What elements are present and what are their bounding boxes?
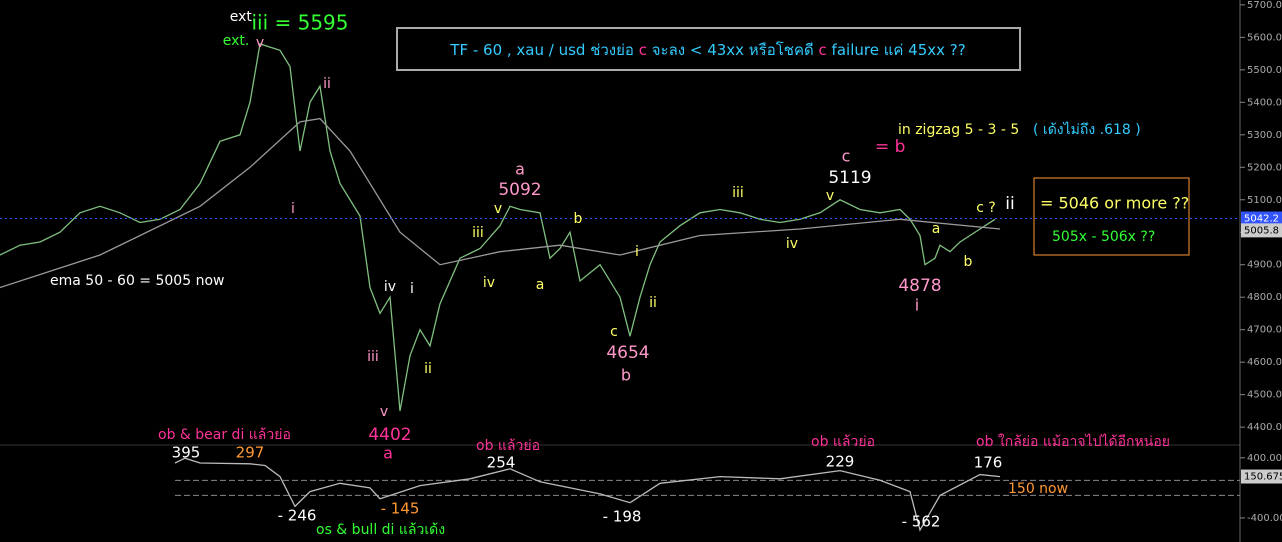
y-tick-label: 4700.0 — [1247, 325, 1282, 336]
annotation: ext. — [230, 9, 257, 25]
annotation: c — [610, 324, 618, 340]
annotation: ii — [649, 295, 657, 311]
annotation: c — [842, 147, 851, 166]
annotation: b — [964, 254, 973, 270]
annotation: - 198 — [603, 508, 642, 526]
annotation: 4878 — [898, 276, 941, 296]
annotation: os & bull di แล้วเด้ง — [316, 522, 445, 538]
annotation: 5119 — [828, 168, 871, 188]
annotation: ii — [323, 76, 331, 92]
annotation: 150 now — [1008, 481, 1068, 497]
annotation: b — [574, 211, 583, 227]
price-label: 150.675 — [1244, 472, 1282, 483]
annotation: ii — [1005, 194, 1014, 214]
y-tick-label: 5400.0 — [1247, 97, 1282, 108]
y-tick-label: 5300.0 — [1247, 130, 1282, 141]
annotation: 4402 — [368, 425, 411, 445]
annotation: ob & bear di แล้วย่อ — [158, 427, 291, 443]
annotation: i — [915, 296, 919, 315]
annotation: ob แล้วย่อ — [476, 438, 540, 454]
price-label: 5042.2 — [1244, 214, 1279, 225]
annotation: c ? — [976, 200, 996, 216]
annotation: iii — [472, 225, 484, 241]
price-label-box — [1241, 223, 1282, 238]
annotation: iv — [483, 275, 495, 291]
annotation: iii = 5595 — [251, 11, 348, 35]
title-part: จะลง < 43xx หรือโชคดี — [647, 41, 819, 59]
annotation: ii — [424, 361, 432, 377]
annotation: iv — [786, 236, 798, 252]
annotation: - 145 — [381, 500, 420, 518]
annotation: iv — [384, 279, 396, 295]
annotation: v — [494, 201, 502, 217]
series-line — [0, 43, 996, 412]
annotation: ext. — [223, 33, 250, 49]
annotation: 297 — [236, 444, 265, 462]
price-label: 5005.8 — [1244, 225, 1279, 236]
price-label-box — [1241, 469, 1282, 484]
annotation: a — [536, 277, 545, 293]
target-box — [1033, 177, 1190, 256]
annotation: in zigzag 5 - 3 - 5 — [898, 122, 1019, 138]
y-tick-label: 5200.0 — [1247, 162, 1282, 173]
annotation: v — [380, 404, 388, 420]
annotation: 505x - 506x ?? — [1052, 229, 1155, 245]
annotation: b — [621, 366, 631, 385]
annotation: - 562 — [902, 513, 941, 531]
annotation: i — [291, 201, 295, 217]
annotation: 176 — [974, 454, 1003, 472]
y-tick-label: -400.00 — [1247, 513, 1282, 524]
annotation: a — [383, 444, 393, 463]
title-part: TF - 60 , xau / usd ช่วงย่อ — [449, 41, 638, 59]
annotation: a — [932, 221, 941, 237]
annotation: i — [410, 281, 414, 297]
annotation: 254 — [487, 454, 516, 472]
annotation: ob แล้วย่อ — [811, 434, 875, 450]
annotation: ob ใกล้ย่อ แม้อาจไปได้อีกหน่อย — [976, 433, 1170, 450]
annotation: ema 50 - 60 = 5005 now — [50, 273, 224, 289]
y-tick-label: 4500.0 — [1247, 390, 1282, 401]
y-tick-label: 5600.0 — [1247, 32, 1282, 43]
series-line — [0, 117, 1001, 289]
y-tick-label: 4600.0 — [1247, 357, 1282, 368]
y-tick-label: 5500.0 — [1247, 65, 1282, 76]
title-part: c — [639, 41, 647, 59]
annotation: ( เด้งไม่ถึง .618 ) — [1033, 121, 1141, 138]
chart-title: TF - 60 , xau / usd ช่วงย่อ c จะลง < 43x… — [449, 41, 965, 59]
y-tick-label: 4400.0 — [1247, 422, 1282, 433]
series-line — [174, 457, 1001, 532]
annotation: i — [635, 244, 639, 260]
price-label-box — [1241, 211, 1282, 226]
annotation: 229 — [826, 453, 855, 471]
annotation: 5092 — [498, 180, 541, 200]
title-part: c — [819, 41, 827, 59]
annotation: = 5046 or more ?? — [1040, 194, 1189, 213]
y-tick-label: 5700.0 — [1247, 0, 1282, 11]
y-tick-label: 400.00 — [1247, 453, 1282, 464]
title-part: failure แค่ 45xx ?? — [827, 41, 966, 59]
annotation: a — [515, 160, 525, 179]
y-tick-label: 5100.0 — [1247, 195, 1282, 206]
annotation: 395 — [172, 444, 201, 462]
annotation: 4654 — [606, 343, 649, 363]
y-tick-label: 4900.0 — [1247, 260, 1282, 271]
annotation: iii — [732, 185, 744, 201]
y-tick-label: 4800.0 — [1247, 292, 1282, 303]
annotation: v — [256, 35, 264, 51]
annotation: - 246 — [278, 507, 317, 525]
title-box — [396, 27, 1021, 71]
annotation: = b — [875, 137, 905, 157]
annotation: v — [826, 188, 834, 204]
annotation: iii — [367, 349, 379, 365]
